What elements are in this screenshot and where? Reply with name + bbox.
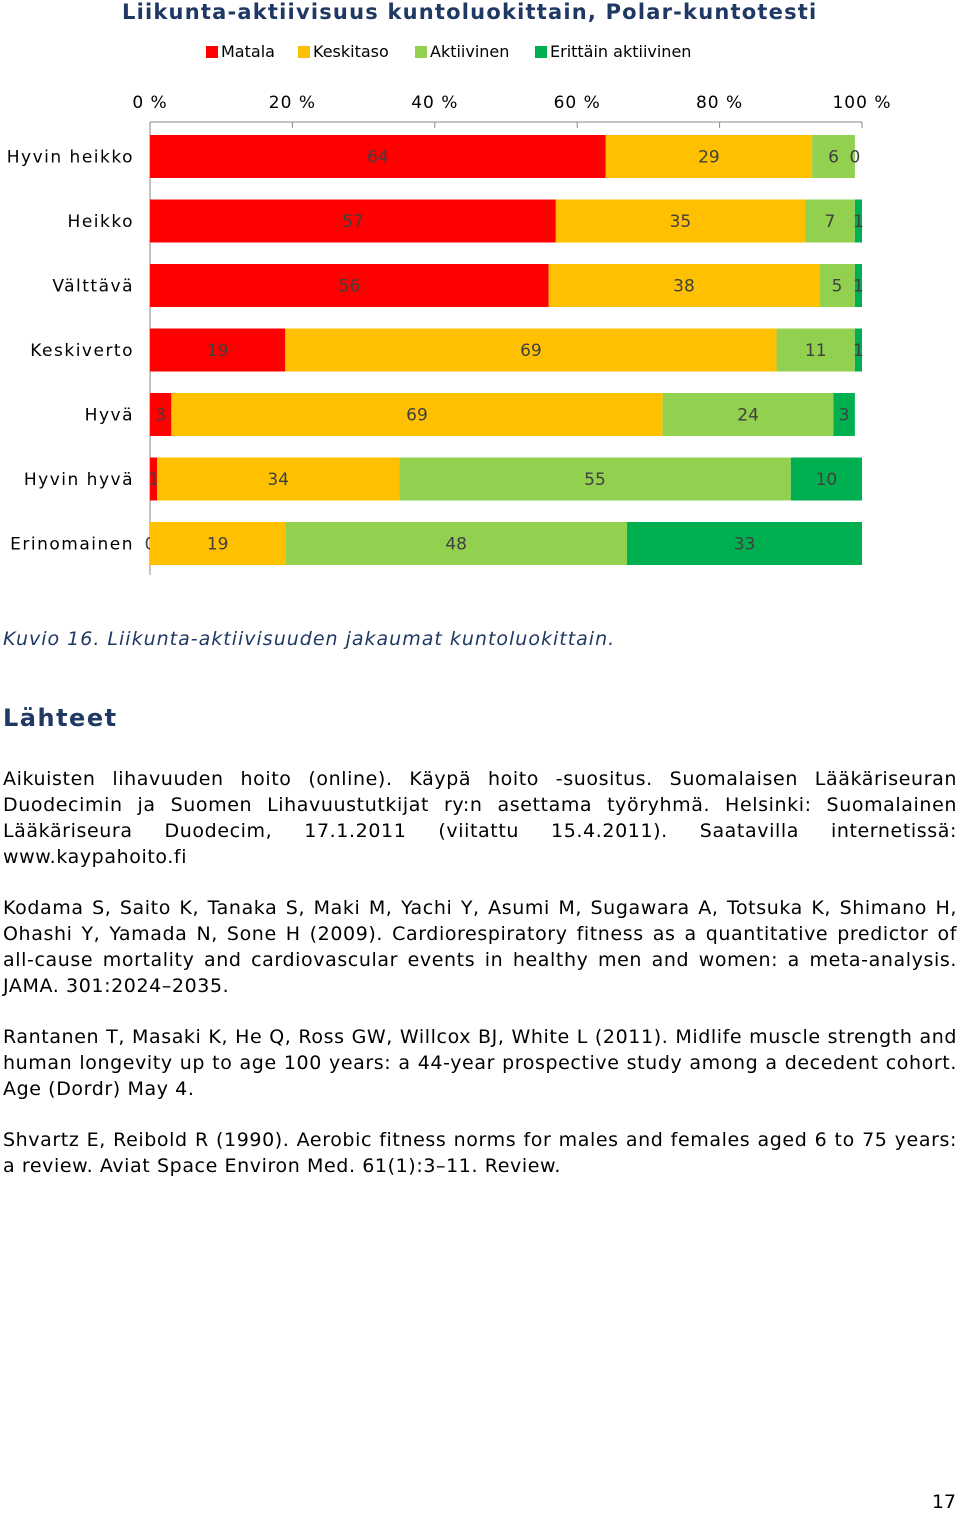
bar-segment [171,393,663,436]
legend-label-aktiivinen: Aktiivinen [430,42,510,61]
y-category-label: Hyvin heikko [7,148,134,168]
chart-title: Liikunta-aktiivisuus kuntoluokittain, Po… [122,0,818,24]
legend-swatch-erittain-aktiivinen [535,45,547,58]
y-category-label: Hyvä [85,406,134,426]
bar-segment [285,522,628,565]
data-label: 11 [805,341,827,361]
reference-item: Aikuisten lihavuuden hoito (online). Käy… [3,768,957,868]
data-label: 69 [406,406,428,426]
data-label: 24 [737,406,759,426]
data-label: 3 [839,406,850,426]
reference-item: Kodama S, Saito K, Tanaka S, Maki M, Yac… [3,897,957,997]
data-label: 1 [148,470,159,490]
data-label: 7 [825,212,836,232]
bar-segment [776,328,855,372]
legend-item-erittain-aktiivinen: Erittäin aktiivinen [535,42,691,61]
data-label: 38 [673,277,695,297]
reference-list: Aikuisten lihavuuden hoito (online). Käy… [3,766,957,1204]
x-tick-label: 80 % [696,93,743,113]
bar-segment [854,199,862,243]
data-label: 1 [853,277,864,297]
legend-label-keskitaso: Keskitaso [313,42,389,61]
bar-segment [150,264,549,307]
bar-segment [812,135,855,178]
data-label: 29 [698,148,720,168]
bar-segment [627,522,862,565]
data-label: 1 [853,212,864,232]
data-label: 1 [853,341,864,361]
bar-segment [548,264,820,307]
data-label: 33 [734,535,756,555]
y-category-label: Hyvin hyvä [24,470,134,490]
legend-swatch-matala [206,45,218,58]
bar-segment [150,199,556,243]
reference-item: Rantanen T, Masaki K, He Q, Ross GW, Wil… [3,1026,957,1100]
bar-segment [157,457,400,501]
x-tick-label: 20 % [269,93,316,113]
legend-label-matala: Matala [221,42,275,61]
y-category-label: Keskiverto [30,341,134,361]
data-label: 48 [445,535,467,555]
bar-segment [150,457,158,501]
data-label: 55 [584,470,606,490]
bar-segment [790,457,862,501]
data-label: 35 [670,212,692,232]
data-label: 6 [828,148,839,168]
bar-segment [285,328,777,372]
y-category-label: Heikko [68,212,134,232]
bar-segment [150,393,172,436]
chart-legend: Matala Keskitaso Aktiivinen Erittäin akt… [0,42,960,64]
bar-segment [555,199,806,243]
reference-item: Shvartz E, Reibold R (1990). Aerobic fit… [3,1129,957,1177]
x-tick-label: 60 % [554,93,601,113]
legend-item-matala: Matala [206,42,275,61]
section-heading: Lähteet [3,704,118,732]
x-tick-label: 40 % [411,93,458,113]
data-label: 34 [267,470,289,490]
data-label: 64 [367,148,389,168]
bar-segment [805,199,855,243]
data-label: 19 [207,341,229,361]
figure-caption: Kuvio 16. Liikunta-aktiivisuuden jakauma… [3,628,616,650]
data-label: 57 [342,212,364,232]
bar-segment [150,135,606,178]
legend-item-keskitaso: Keskitaso [298,42,389,61]
stacked-bar-chart: 0 % 20 % 40 % 60 % 80 % 100 % Hyvin heikko 64 29… [7,93,891,575]
data-label: 5 [832,277,843,297]
bar-segment [399,457,791,501]
data-label: 69 [520,341,542,361]
bar-segment [662,393,834,436]
data-label: 19 [207,535,229,555]
data-label: 3 [155,406,166,426]
bar-segment [833,393,855,436]
data-label: 0 [849,148,860,168]
y-category-label: Erinomainen [10,535,134,555]
bar-segment [854,264,862,307]
x-tick-label: 0 % [132,93,167,113]
legend-swatch-aktiivinen [415,45,427,58]
legend-label-erittain-aktiivinen: Erittäin aktiivinen [550,42,692,61]
bar-segment [605,135,813,178]
bar-segment [150,328,286,372]
x-tick-label: 100 % [832,93,891,113]
data-label: 10 [816,470,838,490]
bar-segment [854,328,862,372]
y-category-label: Välttävä [52,277,134,297]
page-number: 17 [931,1491,956,1513]
legend-swatch-keskitaso [298,45,310,58]
legend-item-aktiivinen: Aktiivinen [415,42,509,61]
data-label: 56 [339,277,361,297]
bar-segment [819,264,855,307]
bar-segment [150,522,286,565]
